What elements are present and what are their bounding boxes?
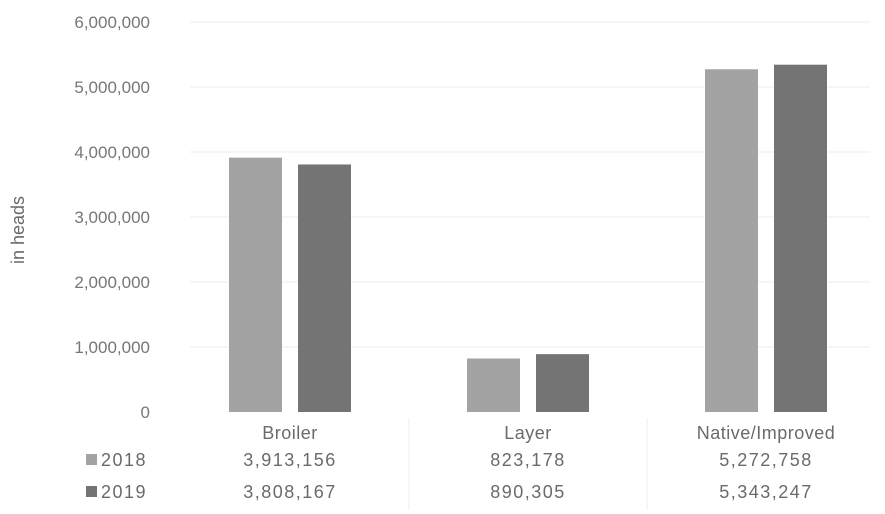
y-tick-label: 3,000,000 xyxy=(74,208,150,227)
bars xyxy=(229,64,827,413)
y-tick-label: 2,000,000 xyxy=(74,273,150,292)
bar xyxy=(774,64,827,413)
y-axis-label: in heads xyxy=(8,196,28,264)
legend-swatch xyxy=(86,454,97,465)
data-value-label: 5,272,758 xyxy=(719,450,813,470)
y-tick-label: 4,000,000 xyxy=(74,143,150,162)
y-tick-label: 5,000,000 xyxy=(74,78,150,97)
bar xyxy=(705,69,758,413)
legend-swatch xyxy=(86,486,97,497)
y-tick-label: 6,000,000 xyxy=(74,13,150,32)
gridlines xyxy=(190,21,870,348)
data-value-label: 823,178 xyxy=(490,450,566,470)
y-tick-label: 1,000,000 xyxy=(74,338,150,357)
data-value-label: 890,305 xyxy=(490,482,566,502)
y-axis-ticks: 0 1,000,000 2,000,000 3,000,000 4,000,000 5,0… xyxy=(74,13,150,422)
data-table: Broiler Layer Native/Improved 2018 3,913,156… xyxy=(86,418,835,510)
bar xyxy=(467,358,520,412)
bar xyxy=(298,164,351,412)
bar xyxy=(536,354,589,412)
data-value-label: 3,913,156 xyxy=(243,450,337,470)
legend-label: 2019 xyxy=(101,482,147,502)
bar xyxy=(229,157,282,412)
category-label: Layer xyxy=(504,423,552,443)
category-label: Native/Improved xyxy=(697,423,836,443)
data-value-label: 5,343,247 xyxy=(719,482,813,502)
legend-label: 2018 xyxy=(101,450,147,470)
data-value-label: 3,808,167 xyxy=(243,482,337,502)
category-label: Broiler xyxy=(262,423,318,443)
y-tick-label: 0 xyxy=(141,403,150,422)
